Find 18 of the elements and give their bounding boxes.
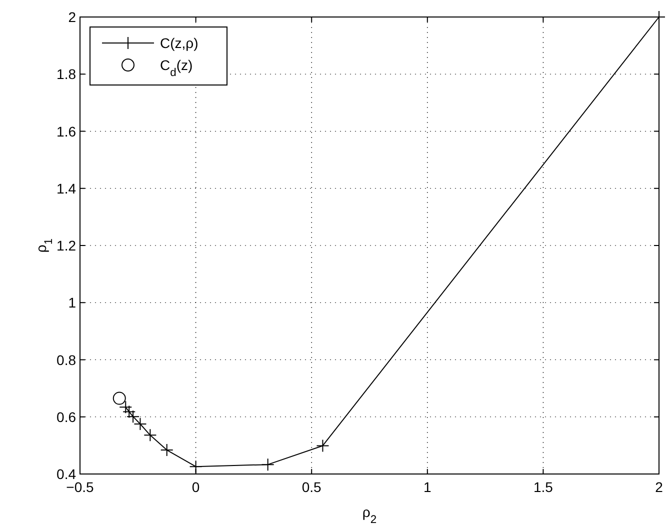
y-tick-label: 2 (68, 9, 76, 25)
y-tick-label: 1 (68, 294, 76, 311)
x-axis-title: ρ$_{2}$ (362, 504, 377, 526)
y-tick-label: 1.6 (56, 123, 76, 140)
y-tick-label: 1.2 (56, 238, 76, 254)
x-tick-label: −0.5 (66, 479, 94, 495)
legend-label: C(z,ρ) (160, 35, 198, 51)
legend-label: C$_{d}$(z) (160, 57, 193, 79)
x-tick-label: 1 (424, 479, 432, 495)
y-tick-label: 0.4 (56, 466, 76, 482)
x-tick-label: 2 (655, 479, 664, 495)
x-tick-label: 0.5 (302, 479, 322, 495)
x-tick-label: 0 (192, 479, 200, 495)
x-tick-label: 1.5 (533, 479, 554, 495)
y-tick-label: 1.4 (56, 180, 76, 196)
y-tick-label: 0.6 (56, 408, 76, 425)
y-tick-label: 1.8 (56, 66, 76, 82)
y-tick-label: 0.8 (56, 352, 76, 368)
